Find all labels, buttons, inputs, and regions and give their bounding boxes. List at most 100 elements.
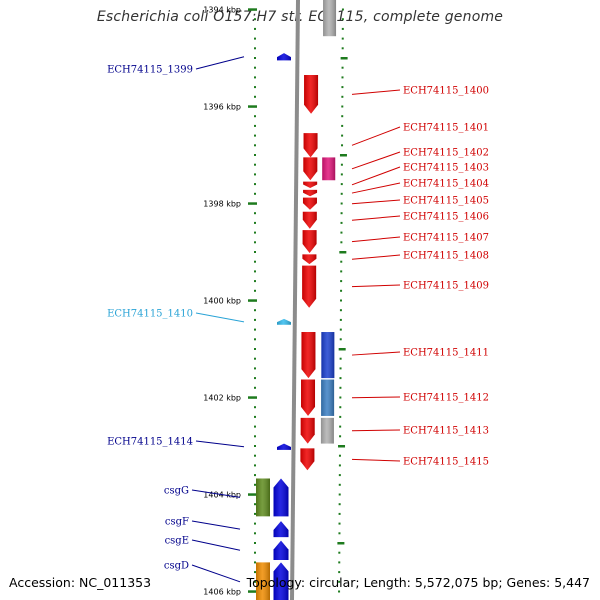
- gene-label-plus[interactable]: ECH74115_1407: [403, 233, 489, 244]
- gene-arrow-shade: [302, 254, 317, 265]
- minor-tick: [254, 76, 256, 79]
- minor-tick: [341, 134, 344, 137]
- major-tick: [248, 396, 257, 399]
- minor-tick: [254, 86, 256, 89]
- minor-tick: [338, 532, 341, 535]
- minor-tick: [341, 27, 344, 30]
- minor-tick: [254, 173, 256, 176]
- label-leader: [351, 351, 401, 356]
- label-leader: [351, 199, 401, 205]
- gene-label-plus[interactable]: ECH74115_1411: [403, 348, 489, 359]
- label-leader: [191, 564, 241, 583]
- gene-label-minus[interactable]: ECH74115_1399: [107, 65, 193, 76]
- gene-label-plus[interactable]: ECH74115_1413: [403, 426, 489, 437]
- minor-tick: [339, 367, 342, 370]
- gene-label-minus[interactable]: csgD: [164, 561, 189, 572]
- minor-tick: [338, 512, 341, 515]
- gene-label-plus[interactable]: ECH74115_1408: [403, 251, 489, 262]
- minor-tick: [254, 348, 256, 350]
- minor-tick: [339, 377, 342, 380]
- feature-shade: [256, 562, 270, 600]
- feature-shade: [322, 157, 336, 181]
- gene-label-plus[interactable]: ECH74115_1401: [403, 123, 489, 134]
- label-leader: [351, 284, 401, 288]
- major-tick: [340, 57, 348, 60]
- minor-tick: [254, 192, 256, 195]
- minor-tick: [254, 338, 256, 341]
- minor-tick: [254, 212, 256, 215]
- gene-arrow-shade: [301, 379, 316, 416]
- minor-tick: [254, 270, 256, 273]
- gene-arrow-shade: [301, 332, 316, 379]
- major-tick: [337, 542, 345, 545]
- gene-label-plus[interactable]: ECH74115_1412: [403, 393, 489, 404]
- gene-arrow-shade: [277, 443, 291, 450]
- minor-tick: [339, 396, 342, 399]
- feature-shade: [321, 332, 335, 379]
- minor-tick: [254, 221, 256, 224]
- accession-label: Accession: NC_011353: [9, 575, 152, 590]
- minor-tick: [254, 512, 256, 515]
- minor-tick: [338, 561, 341, 564]
- gene-label-minus[interactable]: csgE: [165, 536, 189, 547]
- minor-tick: [254, 464, 256, 467]
- gene-label-minus[interactable]: ECH74115_1414: [107, 437, 193, 448]
- gene-label-plus[interactable]: ECH74115_1404: [403, 179, 489, 190]
- minor-tick: [339, 299, 342, 302]
- gene-label-plus[interactable]: ECH74115_1402: [403, 148, 489, 159]
- gene-label-minus[interactable]: ECH74115_1410: [107, 309, 193, 320]
- gene-label-minus[interactable]: csgG: [164, 486, 189, 497]
- label-leader: [191, 539, 241, 551]
- label-leader: [191, 489, 241, 498]
- gene-arrow-shade: [273, 478, 289, 517]
- gene-label-plus[interactable]: ECH74115_1409: [403, 281, 489, 292]
- minor-tick: [254, 231, 256, 234]
- gene-label-plus[interactable]: ECH74115_1400: [403, 86, 489, 97]
- minor-tick: [254, 37, 256, 40]
- gene-arrow-shade: [277, 318, 291, 325]
- minor-tick: [341, 115, 344, 118]
- gene-arrow-shade: [302, 197, 317, 210]
- gene-label-plus[interactable]: ECH74115_1403: [403, 163, 489, 174]
- minor-tick: [341, 47, 344, 50]
- minor-tick: [254, 542, 256, 544]
- minor-tick: [254, 445, 256, 447]
- label-leader: [351, 89, 401, 95]
- label-leader: [351, 458, 401, 462]
- minor-tick: [254, 454, 256, 457]
- minor-tick: [254, 532, 256, 535]
- scale-label: 1406 kbp: [203, 588, 241, 597]
- label-leader: [351, 126, 401, 146]
- minor-tick: [338, 571, 341, 574]
- minor-tick: [254, 241, 256, 244]
- gene-arrow-shade: [273, 521, 289, 538]
- minor-tick: [254, 57, 256, 59]
- minor-tick: [340, 163, 343, 166]
- gene-label-plus[interactable]: ECH74115_1415: [403, 457, 489, 468]
- minor-tick: [254, 124, 256, 127]
- label-leader: [351, 215, 401, 221]
- minor-tick: [341, 37, 344, 40]
- gene-label-minus[interactable]: csgF: [165, 517, 189, 528]
- minor-tick: [341, 8, 344, 11]
- minor-tick: [339, 386, 342, 389]
- minor-tick: [254, 580, 256, 583]
- gene-label-plus[interactable]: ECH74115_1405: [403, 196, 489, 207]
- minor-tick: [254, 386, 256, 389]
- minor-tick: [254, 425, 256, 428]
- minor-tick: [254, 435, 256, 438]
- minor-tick: [254, 483, 256, 486]
- minor-tick: [254, 328, 256, 331]
- genome-backbone: [290, 0, 300, 600]
- minor-tick: [254, 289, 256, 292]
- minor-tick: [338, 464, 341, 467]
- minor-tick: [254, 251, 256, 253]
- label-leader: [351, 236, 401, 243]
- feature-shade: [256, 478, 270, 517]
- minor-tick: [341, 105, 344, 108]
- gene-label-plus[interactable]: ECH74115_1406: [403, 212, 489, 223]
- minor-tick: [254, 503, 256, 506]
- minor-tick: [340, 221, 343, 224]
- major-tick: [339, 154, 347, 157]
